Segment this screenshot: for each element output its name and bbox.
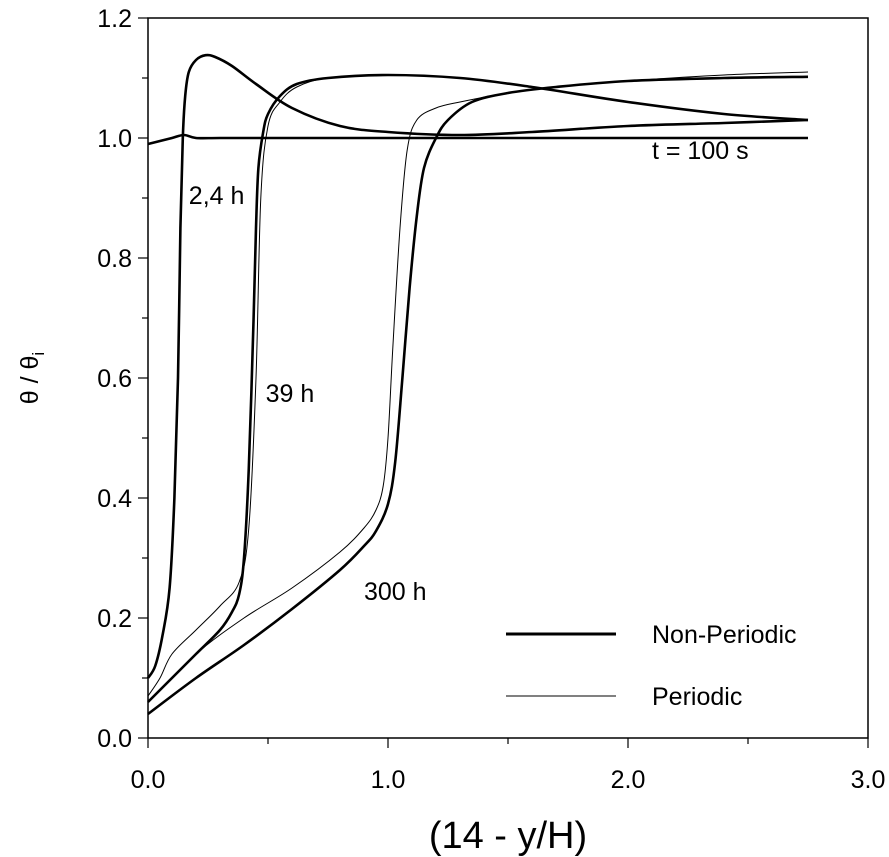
legend-label-periodic: Periodic (652, 683, 742, 711)
curve-annotation: t = 100 s (652, 137, 749, 165)
axis-ticks (138, 17, 869, 748)
y-tick-labels: 0.0 0.2 0.4 0.6 0.8 1.0 1.2 (97, 5, 132, 753)
series-layer (146, 53, 809, 716)
y-tick-label: 1.2 (97, 5, 132, 33)
x-tick-label: 2.0 (611, 766, 646, 794)
curve-annotation: 300 h (364, 578, 427, 606)
non-periodic-series-line-0 (147, 133, 808, 146)
x-tick-label: 0.0 (131, 766, 166, 794)
y-tick-label: 0.0 (97, 725, 132, 753)
legend-label-non-periodic: Non-Periodic (652, 621, 797, 649)
non-periodic-series-line-1 (146, 53, 809, 679)
y-axis-title-main: θ / θ (16, 356, 44, 405)
y-tick-label: 1.0 (97, 125, 132, 153)
x-tick-label: 1.0 (371, 766, 406, 794)
periodic-series-line-5 (147, 71, 809, 703)
curve-annotation: 39 h (266, 380, 315, 408)
y-axis-title-subscript: i (29, 352, 48, 356)
x-tick-labels: 0.0 1.0 2.0 3.0 (131, 766, 886, 794)
y-tick-label: 0.6 (97, 365, 132, 393)
x-tick-label: 3.0 (851, 766, 886, 794)
y-axis-title-group: θ / θi (16, 352, 48, 404)
curve-annotation: 2,4 h (189, 182, 245, 210)
periodic-series-line-4 (147, 74, 809, 697)
annotation-layer: t = 100 s 2,4 h 39 h 300 h (189, 137, 749, 606)
y-tick-label: 0.8 (97, 245, 132, 273)
y-tick-label: 0.4 (97, 485, 132, 513)
y-axis-title: θ / θi (16, 352, 48, 404)
y-tick-label: 0.2 (97, 605, 132, 633)
x-axis-title: (14 - y/H) (429, 815, 587, 857)
legend: Non-Periodic Periodic (506, 621, 797, 711)
